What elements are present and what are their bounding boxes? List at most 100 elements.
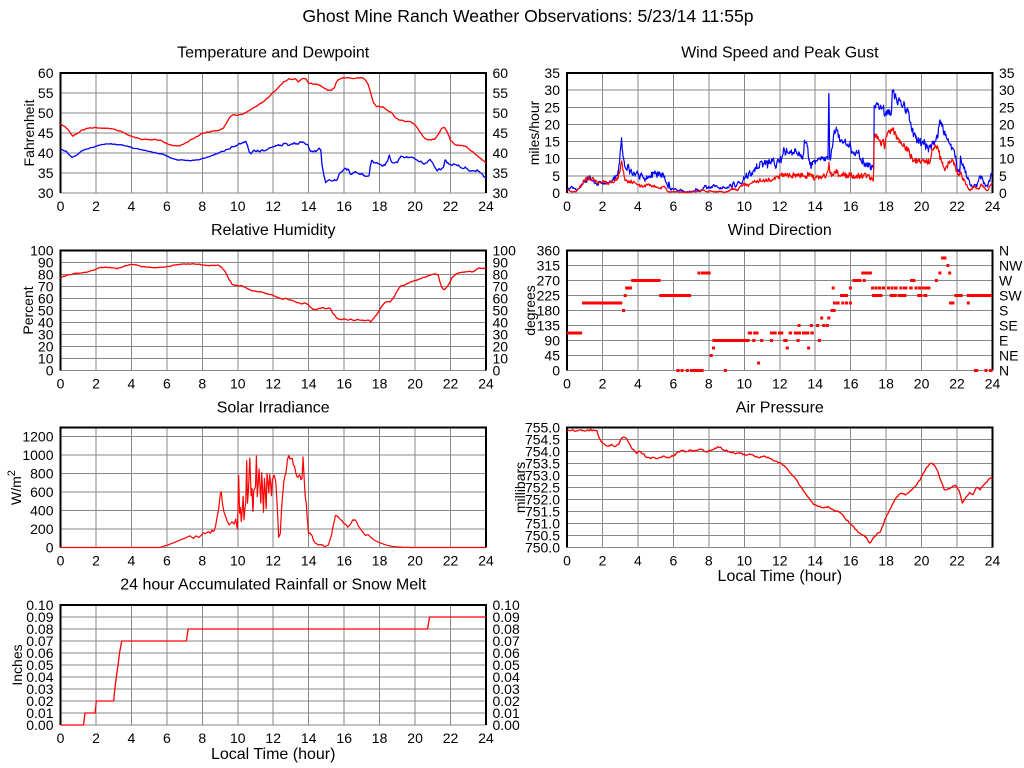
svg-text:22: 22	[443, 376, 459, 392]
svg-text:135: 135	[537, 318, 561, 334]
svg-text:5: 5	[999, 168, 1007, 184]
svg-text:10: 10	[737, 198, 753, 214]
svg-text:0.10: 0.10	[26, 597, 53, 613]
svg-text:40: 40	[38, 145, 54, 161]
svg-text:4: 4	[634, 198, 642, 214]
svg-text:Percent: Percent	[20, 286, 36, 334]
svg-text:18: 18	[878, 376, 894, 392]
svg-text:25: 25	[999, 99, 1015, 115]
svg-text:0: 0	[999, 185, 1007, 201]
svg-text:4: 4	[128, 198, 136, 214]
svg-text:14: 14	[807, 553, 823, 569]
svg-text:30: 30	[493, 327, 509, 343]
svg-text:0: 0	[563, 198, 571, 214]
svg-text:0.03: 0.03	[26, 681, 53, 697]
svg-text:40: 40	[493, 145, 509, 161]
svg-text:30: 30	[38, 327, 54, 343]
svg-text:0.08: 0.08	[26, 621, 53, 637]
svg-text:15: 15	[544, 134, 560, 150]
svg-text:14: 14	[301, 553, 317, 569]
svg-text:S: S	[999, 303, 1008, 319]
svg-text:750.5: 750.5	[525, 528, 560, 544]
svg-text:45: 45	[38, 125, 54, 141]
svg-text:751.0: 751.0	[525, 516, 560, 532]
svg-text:14: 14	[807, 198, 823, 214]
svg-text:50: 50	[38, 105, 54, 121]
svg-text:751.5: 751.5	[525, 504, 560, 520]
svg-text:60: 60	[38, 65, 54, 81]
svg-text:16: 16	[336, 553, 352, 569]
svg-text:30: 30	[544, 82, 560, 98]
svg-text:20: 20	[493, 339, 509, 355]
svg-text:14: 14	[807, 376, 823, 392]
svg-text:E: E	[999, 333, 1008, 349]
svg-text:0: 0	[493, 363, 501, 379]
svg-text:millibars: millibars	[512, 462, 528, 513]
svg-text:270: 270	[537, 273, 561, 289]
svg-text:752.0: 752.0	[525, 492, 560, 508]
svg-text:10: 10	[38, 351, 54, 367]
svg-text:Wind Direction: Wind Direction	[728, 222, 832, 239]
svg-text:18: 18	[372, 376, 388, 392]
svg-text:4: 4	[128, 553, 136, 569]
svg-text:18: 18	[372, 730, 388, 746]
svg-text:10: 10	[999, 151, 1015, 167]
svg-text:0: 0	[552, 185, 560, 201]
svg-text:70: 70	[493, 279, 509, 295]
svg-text:315: 315	[537, 258, 561, 274]
svg-text:8: 8	[705, 198, 713, 214]
svg-text:12: 12	[772, 376, 788, 392]
svg-text:18: 18	[878, 553, 894, 569]
svg-text:35: 35	[544, 65, 560, 81]
svg-text:0.00: 0.00	[493, 717, 520, 733]
svg-text:20: 20	[38, 339, 54, 355]
svg-text:24: 24	[478, 730, 494, 746]
svg-text:0: 0	[57, 730, 65, 746]
svg-text:22: 22	[443, 198, 459, 214]
svg-text:12: 12	[265, 376, 281, 392]
svg-text:30: 30	[493, 185, 509, 201]
svg-text:4: 4	[128, 376, 136, 392]
svg-text:90: 90	[493, 255, 509, 271]
svg-text:8: 8	[198, 376, 206, 392]
svg-text:24: 24	[478, 553, 494, 569]
svg-text:0.06: 0.06	[493, 645, 520, 661]
svg-text:180: 180	[537, 303, 561, 319]
svg-text:10: 10	[737, 553, 753, 569]
svg-text:0.01: 0.01	[26, 705, 53, 721]
svg-text:55: 55	[38, 85, 54, 101]
svg-text:Local Time (hour): Local Time (hour)	[718, 568, 843, 585]
svg-text:0: 0	[46, 540, 54, 556]
svg-text:2: 2	[599, 553, 607, 569]
svg-text:N: N	[999, 363, 1009, 379]
svg-text:20: 20	[544, 116, 560, 132]
svg-text:0.09: 0.09	[493, 609, 520, 625]
svg-text:0.06: 0.06	[26, 645, 53, 661]
svg-text:24: 24	[478, 198, 494, 214]
svg-text:750.0: 750.0	[525, 540, 560, 556]
svg-text:753.5: 753.5	[525, 456, 560, 472]
svg-text:80: 80	[493, 267, 509, 283]
svg-text:2: 2	[92, 730, 100, 746]
svg-text:18: 18	[878, 198, 894, 214]
svg-text:22: 22	[949, 376, 965, 392]
svg-text:16: 16	[843, 198, 859, 214]
svg-text:10: 10	[544, 151, 560, 167]
svg-text:0.01: 0.01	[493, 705, 520, 721]
svg-text:12: 12	[265, 730, 281, 746]
svg-text:45: 45	[493, 125, 509, 141]
svg-text:NW: NW	[999, 258, 1023, 274]
svg-text:degrees: degrees	[522, 285, 538, 336]
svg-text:80: 80	[38, 267, 54, 283]
svg-text:SW: SW	[999, 288, 1022, 304]
svg-text:16: 16	[336, 730, 352, 746]
svg-text:0.04: 0.04	[493, 669, 520, 685]
svg-text:15: 15	[999, 134, 1015, 150]
svg-text:20: 20	[407, 553, 423, 569]
svg-text:20: 20	[914, 553, 930, 569]
svg-text:12: 12	[772, 198, 788, 214]
svg-text:10: 10	[230, 198, 246, 214]
svg-text:Ghost Mine Ranch Weather Obser: Ghost Mine Ranch Weather Observations: 5…	[302, 6, 753, 26]
svg-text:800: 800	[30, 466, 54, 482]
svg-text:0: 0	[57, 376, 65, 392]
